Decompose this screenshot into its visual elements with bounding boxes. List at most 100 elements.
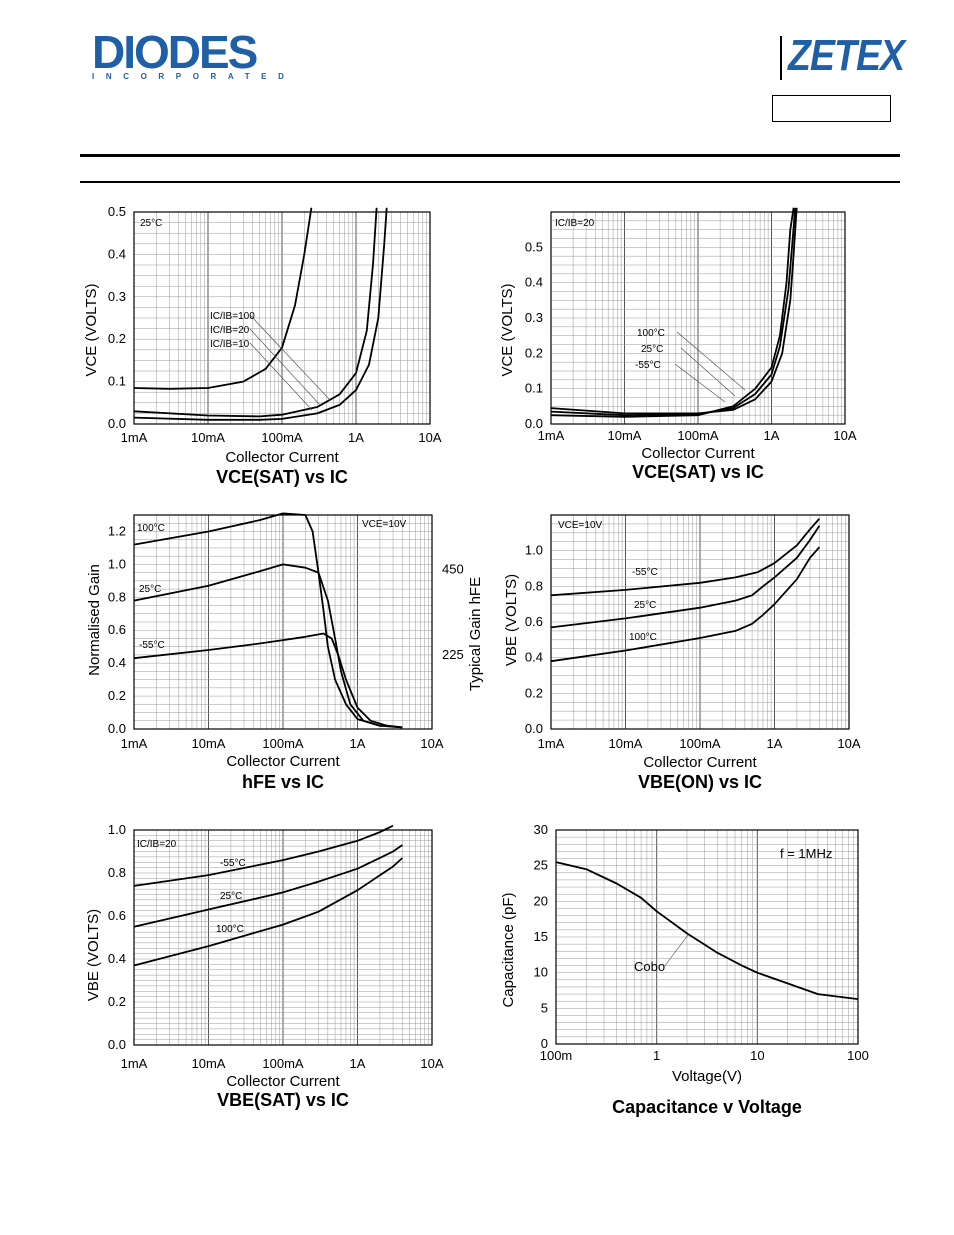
x-tick-label: 10A: [420, 736, 443, 751]
y-tick-label: 0.4: [108, 655, 126, 670]
series-line-1: [550, 207, 795, 418]
x-tick-label: 1mA: [121, 736, 148, 751]
series-line-2: [133, 207, 378, 418]
annotation-label: IC/IB=10: [210, 339, 250, 350]
series-line-2: [133, 844, 403, 928]
annotation-label: Cobo: [634, 959, 665, 974]
annotation-label: -55°C: [139, 640, 165, 651]
annotation-label: VCE=10V: [558, 520, 603, 531]
header-box: [772, 95, 891, 122]
y-tick-label: 0.0: [525, 416, 543, 431]
annotation-label: 25°C: [634, 600, 656, 611]
x-tick-label: 100m: [540, 1048, 573, 1063]
y-tick-label: 0.5: [108, 204, 126, 219]
annotation-label: IC/IB=20: [210, 325, 250, 336]
x-tick-label: 1mA: [538, 736, 565, 751]
x-axis-label: Collector Current: [226, 1073, 340, 1090]
annotation-leader: [674, 363, 726, 403]
series-line-2: [550, 525, 821, 629]
plot-frame: [550, 514, 850, 730]
x-tick-label: 10: [750, 1048, 764, 1063]
y-tick-label: 0.6: [108, 622, 126, 637]
y-tick-label: 0.2: [525, 345, 543, 360]
annotation-leader: [249, 328, 321, 406]
chart-title: VBE(ON) vs IC: [638, 772, 762, 792]
x-tick-label: 100mA: [679, 736, 721, 751]
y-tick-label: 25: [534, 858, 548, 873]
annotation-label: IC/IB=20: [555, 218, 595, 229]
chart-title: hFE vs IC: [242, 772, 324, 792]
y-tick-label: 1.0: [108, 556, 126, 571]
x-tick-label: 10mA: [608, 428, 642, 443]
x-tick-label: 10mA: [609, 736, 643, 751]
annotation-label: IC/IB=20: [137, 839, 177, 850]
y-tick-label: 15: [534, 929, 548, 944]
y-right-tick-label: 225: [442, 647, 464, 662]
annotation-label: 100°C: [137, 523, 165, 534]
series-line-1: [555, 861, 859, 1000]
zetex-logo-bar: [780, 36, 782, 80]
annotation-leader: [663, 934, 689, 968]
y-tick-label: 5: [541, 1000, 548, 1015]
y-tick-label: 0.5: [525, 239, 543, 254]
annotation-label: 100°C: [637, 328, 665, 339]
y-tick-label: 0.3: [525, 310, 543, 325]
chart-5: 1mA 10mA 100mA 1A 10A 0.0 0.2 0.4 0.6 0.8 1.0 Colle…: [85, 822, 444, 1110]
annotation-label: 25°C: [139, 584, 161, 595]
x-tick-label: 10mA: [192, 736, 226, 751]
y-tick-label: 0.4: [525, 275, 543, 290]
annotation-label: -55°C: [220, 858, 246, 869]
y-tick-label: 0.0: [108, 416, 126, 431]
x-axis-label: Collector Current: [225, 449, 339, 466]
annotation-label: -55°C: [632, 567, 658, 578]
plot-frame: [133, 211, 431, 425]
plot-frame: [133, 514, 433, 730]
chart-2: 1mA 10mA 100mA 1A 10A 0.0 0.1 0.2 0.3 0.4 0.5 Colle…: [499, 207, 857, 482]
annotation-leader: [676, 331, 746, 391]
y-tick-label: 0.0: [108, 721, 126, 736]
y-tick-label: 0.4: [108, 246, 126, 261]
plot-frame: [555, 829, 859, 1045]
x-tick-label: 100mA: [677, 428, 719, 443]
x-tick-label: 10A: [833, 428, 856, 443]
annotation-leader: [680, 347, 736, 397]
annotation-label: 25°C: [140, 218, 162, 229]
y-tick-label: 1.0: [108, 822, 126, 837]
annotation-label: 100°C: [216, 924, 244, 935]
x-tick-label: 1: [653, 1048, 660, 1063]
x-tick-label: 1A: [767, 736, 783, 751]
x-tick-label: 10A: [420, 1056, 443, 1071]
annotation-label: 25°C: [220, 891, 242, 902]
y-tick-label: 0.6: [525, 614, 543, 629]
y-tick-label: 0.1: [108, 374, 126, 389]
series-line-2: [550, 207, 797, 417]
annotation-label: 25°C: [641, 344, 663, 355]
diodes-logo-word: DIODES: [92, 26, 258, 78]
y-tick-label: 0.1: [525, 381, 543, 396]
y-tick-label: 0.4: [108, 951, 126, 966]
x-tick-label: 1A: [350, 1056, 366, 1071]
y-tick-label: 0.2: [108, 994, 126, 1009]
grid: [133, 829, 432, 1046]
y-tick-label: 20: [534, 893, 548, 908]
series-line-1: [133, 824, 394, 887]
annotation-label: 100°C: [629, 632, 657, 643]
header-rule-top: [80, 154, 900, 157]
y-tick-label: 0.6: [108, 908, 126, 923]
y-tick-label: 0.3: [108, 289, 126, 304]
x-axis-label: Voltage(V): [672, 1068, 742, 1085]
chart-title: VCE(SAT) vs IC: [632, 462, 764, 482]
chart-title: VBE(SAT) vs IC: [217, 1090, 349, 1110]
plot-frame: [133, 829, 433, 1046]
x-tick-label: 1mA: [538, 428, 565, 443]
chart-3: 1mA 10mA 100mA 1A 10A 0.0 0.2 0.4 0.6 0.8 1.0 1.2 22…: [86, 512, 484, 792]
header-rule-bottom: [80, 181, 900, 183]
annotation-label: VCE=10V: [362, 519, 407, 530]
x-tick-label: 100: [847, 1048, 869, 1063]
y-tick-label: 0.8: [108, 865, 126, 880]
x-tick-label: 10A: [837, 736, 860, 751]
series-line-3: [133, 632, 403, 729]
grid: [133, 211, 430, 425]
series-line-1: [550, 518, 821, 597]
